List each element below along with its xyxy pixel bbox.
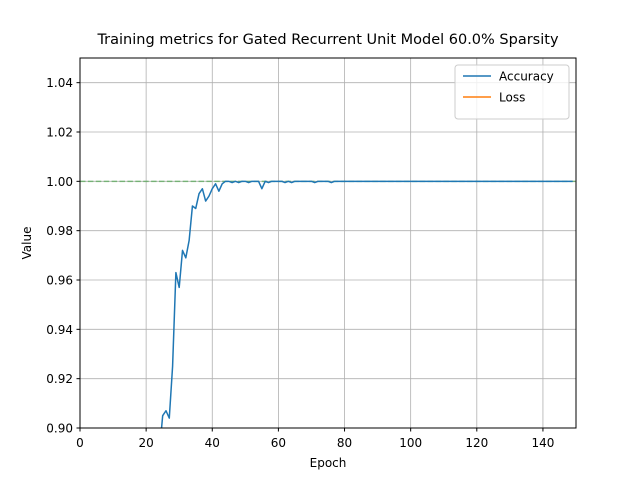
legend-box [454,64,570,120]
plot-area [80,180,576,428]
x-tick-label: 60 [271,436,286,450]
axes: 0 20 40 60 80 100 120 140 0.90 0.92 0.94 0.96 0.98 1.… [46,76,554,450]
x-tick-label: 20 [138,436,153,450]
axes-frame [79,57,577,429]
y-tick-label: 0.94 [46,323,73,337]
x-tick-label: 80 [337,436,352,450]
legend-label: Accuracy [499,70,554,84]
y-tick-label: 0.92 [46,372,73,386]
y-tick-label: 1.00 [46,175,73,189]
x-axis-label: Epoch [310,456,347,470]
y-tick-label: 0.90 [46,422,73,436]
y-axis-label: Value [20,227,34,260]
x-tick-label: 40 [205,436,220,450]
y-tick-label: 0.96 [46,274,73,288]
x-tick-label: 120 [465,436,488,450]
chart-title: Training metrics for Gated Recurrent Uni… [96,32,558,48]
x-tick-label: 100 [399,436,422,450]
y-tick-label: 1.02 [46,126,73,140]
series-line [160,180,573,428]
x-tick-label: 140 [531,436,554,450]
legend-label: Loss [499,91,525,105]
y-tick-label: 1.04 [46,76,73,90]
legend: Accuracy Loss [454,64,570,120]
x-tick-label: 0 [76,436,84,450]
y-tick-label: 0.98 [46,224,73,238]
